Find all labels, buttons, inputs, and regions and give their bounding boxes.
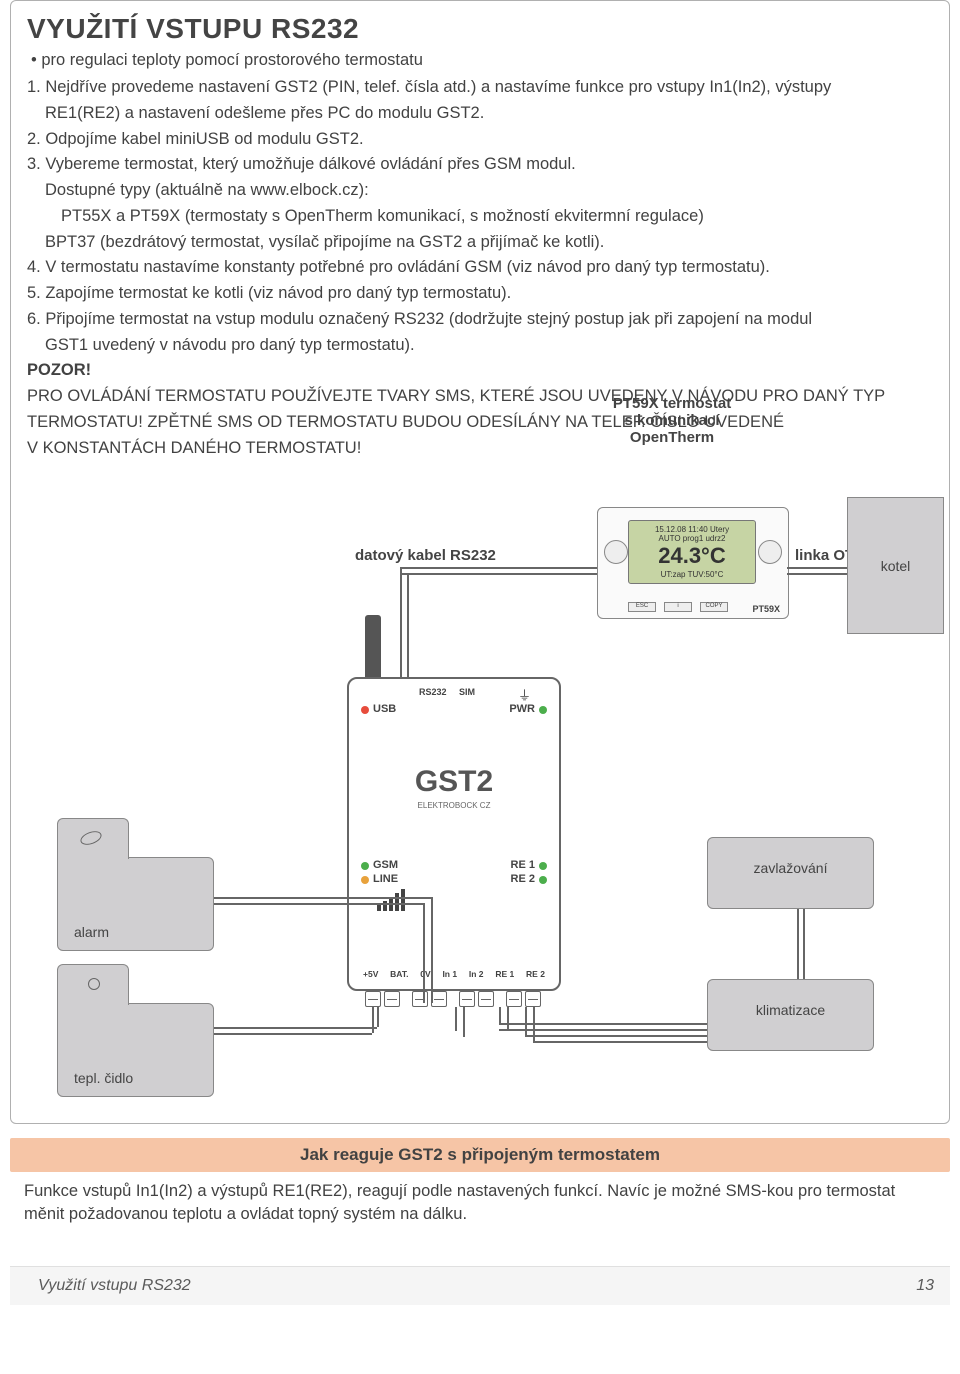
step-2: 2. Odpojíme kabel miniUSB od modulu GST2… <box>27 128 933 151</box>
warn-1: PRO OVLÁDÁNÍ TERMOSTATU POUŽÍVEJTE TVARY… <box>27 385 933 408</box>
signal-bars-icon <box>377 889 405 911</box>
gst2-brand: ELEKTROBOCK CZ <box>349 801 559 810</box>
cable-ot-label: linka OT <box>795 547 854 564</box>
highlight-box-title: Jak reaguje GST2 s připojeným termostate… <box>10 1138 950 1172</box>
thermo-model: PT59X <box>752 604 780 614</box>
antenna-icon <box>365 615 381 677</box>
thermostat-screen: 15.12.08 11:40 Utery AUTO prog1 udrz2 24… <box>628 520 756 584</box>
wiring-diagram: PT59X termostat s komunikací OpenTherm d… <box>27 467 933 1107</box>
step-3a: 3. Vybereme termostat, který umožňuje dá… <box>27 153 933 176</box>
step-3c: PT55X a PT59X (termostaty s OpenTherm ko… <box>27 205 933 228</box>
warn-heading: POZOR! <box>27 359 933 382</box>
step-1b: RE1(RE2) a nastavení odešleme přes PC do… <box>27 102 933 125</box>
cable-rs232-label: datový kabel RS232 <box>355 547 496 564</box>
signal-icon: ⏚ <box>518 685 531 704</box>
thermostat-device: 15.12.08 11:40 Utery AUTO prog1 udrz2 24… <box>597 507 789 619</box>
thermo-btn-1: ESC <box>628 602 656 612</box>
instruction-steps: 1. Nejdříve provedeme nastavení GST2 (PI… <box>27 76 933 459</box>
boiler-box: kotel <box>847 497 944 634</box>
main-frame: VYUŽITÍ VSTUPU RS232 • pro regulaci tepl… <box>10 0 950 1124</box>
knob-right-icon <box>758 540 782 564</box>
step-5: 5. Zapojíme termostat ke kotli (viz návo… <box>27 282 933 305</box>
gst2-module: USB RS232 SIM PWR ⏚ GST2 ELEKTROBOCK CZ … <box>347 677 561 991</box>
footer-section: Využití vstupu RS232 <box>38 1277 191 1295</box>
ac-box: klimatizace <box>707 979 874 1051</box>
terminal-labels: +5V BAT. 0V In 1 In 2 RE 1 RE 2 <box>363 969 545 979</box>
page-footer: Využití vstupu RS232 13 <box>10 1266 950 1305</box>
thermo-caption: PT59X termostat s komunikací OpenTherm <box>587 395 757 446</box>
footer-page-number: 13 <box>916 1277 934 1295</box>
warn-3: V KONSTANTÁCH DANÉHO TERMOSTATU! <box>27 437 933 460</box>
alarm-box: alarm <box>57 857 214 951</box>
step-3d: BPT37 (bezdrátový termostat, vysílač při… <box>27 231 933 254</box>
thermo-btn-2: i <box>664 602 692 612</box>
highlight-box-body: Funkce vstupů In1(In2) a výstupů RE1(RE2… <box>10 1172 950 1240</box>
page-title: VYUŽITÍ VSTUPU RS232 <box>27 13 933 45</box>
step-1a: 1. Nejdříve provedeme nastavení GST2 (PI… <box>27 76 933 99</box>
step-6a: 6. Připojíme termostat na vstup modulu o… <box>27 308 933 331</box>
terminal-screws <box>365 991 541 1007</box>
step-4: 4. V termostatu nastavíme konstanty potř… <box>27 256 933 279</box>
warn-2: TERMOSTATU! ZPĚTNÉ SMS OD TERMOSTATU BUD… <box>27 411 933 434</box>
thermo-btn-3: COPY <box>700 602 728 612</box>
step-6b: GST1 uvedený v návodu pro daný typ termo… <box>27 334 933 357</box>
gst2-title: GST2 <box>349 765 559 799</box>
temp-sensor-box: tepl. čidlo <box>57 1003 214 1097</box>
bullet-line: • pro regulaci teploty pomocí prostorové… <box>31 51 933 70</box>
step-3b: Dostupné typy (aktuálně na www.elbock.cz… <box>27 179 933 202</box>
knob-left-icon <box>604 540 628 564</box>
irrigation-box: zavlažování <box>707 837 874 909</box>
